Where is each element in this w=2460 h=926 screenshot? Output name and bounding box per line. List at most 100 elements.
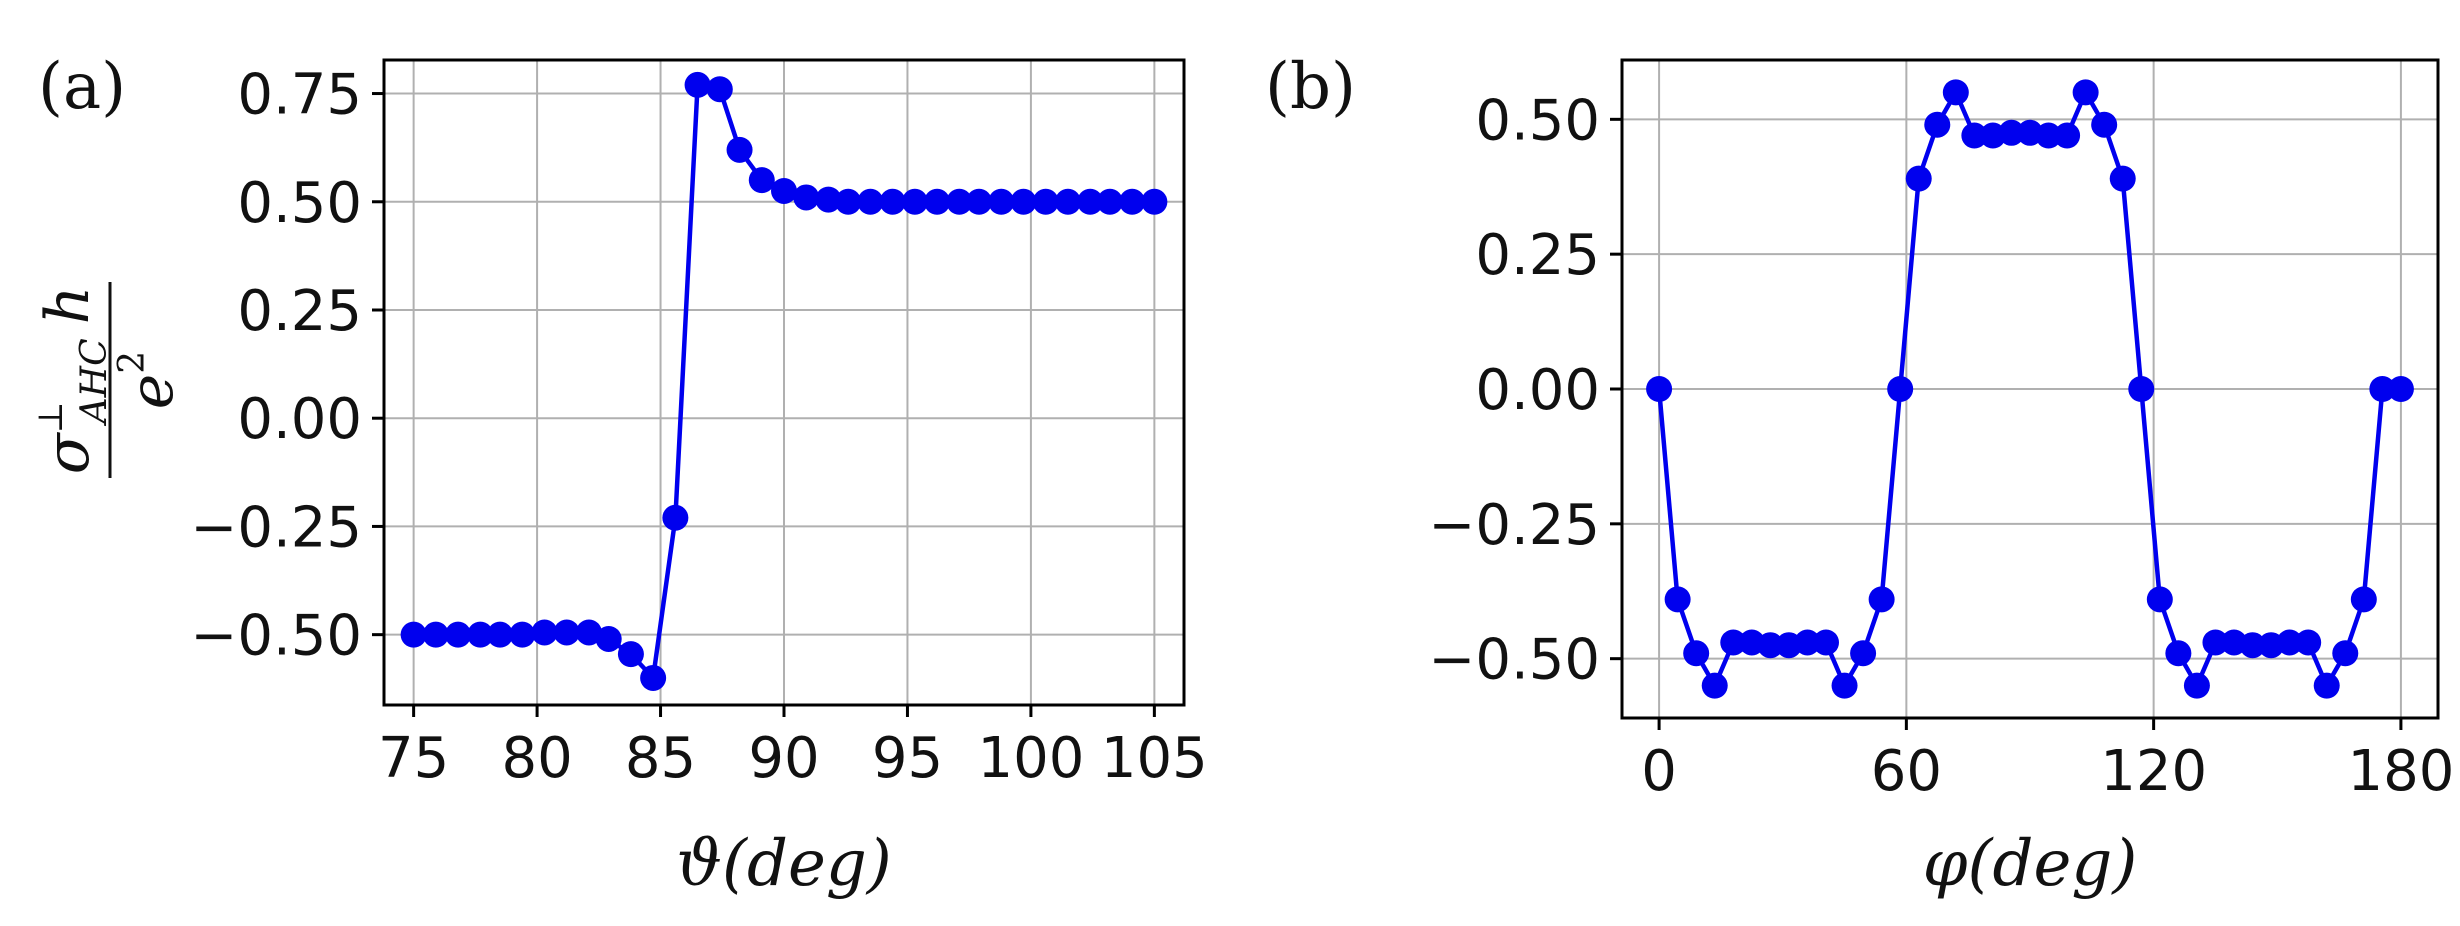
panel-a-xtick-label-4: 95 xyxy=(872,726,943,791)
panel-a-data-point-15 xyxy=(726,136,753,163)
panel-a-data-point-32 xyxy=(1096,188,1123,215)
panel-a-ticks: 75 80 85 90 95 100 105 −0.50 −0.25 0.00 0.25 0.50 0.… xyxy=(190,63,1207,791)
panel-b-data-point-0 xyxy=(1646,376,1673,402)
panel-a-data-point-21 xyxy=(857,188,884,215)
svg-text:e2: e2 xyxy=(112,351,187,409)
panel-a-xtick-label-3: 90 xyxy=(748,726,819,791)
panel-b-data-point-27 xyxy=(2146,586,2173,613)
panel-b-data-point-38 xyxy=(2350,586,2377,613)
panel-a-data-point-25 xyxy=(946,188,973,215)
panel-b-grid xyxy=(1622,60,2438,718)
panel-b-data-point-37 xyxy=(2332,640,2359,667)
panel-a-xtick-label-0: 75 xyxy=(378,726,449,791)
panel-a-data-point-3 xyxy=(467,621,494,648)
panel-a-data-point-6 xyxy=(531,619,558,646)
panel-a-data-point-29 xyxy=(1032,188,1059,215)
panel-a-data-point-1 xyxy=(422,621,449,648)
panel-b-data-point-13 xyxy=(1887,376,1914,402)
panel-a-data-point-13 xyxy=(684,71,711,98)
panel-b-xtick-label-0: 0 xyxy=(1641,739,1677,804)
panel-a-ytick-label-3: 0.25 xyxy=(237,279,362,344)
panel-b-xtick-label-1: 60 xyxy=(1871,739,1942,804)
panel-a-data-point-5 xyxy=(509,621,536,648)
panel-b-data-point-35 xyxy=(2295,629,2322,656)
panel-a-data-point-28 xyxy=(1010,188,1037,215)
panel-b-data-point-9 xyxy=(1813,629,1839,656)
panel-b-data-point-17 xyxy=(1961,122,1988,149)
ylabel-perp: ⊥ xyxy=(31,401,71,433)
y-axis-label: σ⊥AHC h e2 xyxy=(31,282,187,478)
panel-b-data-point-14 xyxy=(1905,165,1932,192)
panel-b-xtick-label-3: 180 xyxy=(2347,739,2454,804)
panel-b-data-point-3 xyxy=(1701,672,1728,699)
panel-b-data-point-2 xyxy=(1683,640,1710,667)
panel-a-data-point-18 xyxy=(793,184,820,211)
panel-b-data-point-28 xyxy=(2165,640,2192,667)
panel-a-data-point-17 xyxy=(771,177,797,204)
panel-b-data-point-6 xyxy=(1757,632,1784,659)
panel-b-data-point-34 xyxy=(2276,629,2303,656)
panel-a-ytick-label-5: 0.75 xyxy=(237,63,362,128)
panel-a-data-point-11 xyxy=(640,664,667,691)
panel-a-data-point-27 xyxy=(988,188,1015,215)
panel-b-data-point-15 xyxy=(1924,111,1951,138)
panel-b-data-point-36 xyxy=(2313,672,2340,699)
panel-a-data-point-22 xyxy=(879,188,906,215)
panel-b-data-point-10 xyxy=(1831,672,1858,699)
panel-a: (a) 75 80 85 90 95 100 105 −0.50 −0.25 0.00 0.25 0.… xyxy=(31,50,1208,901)
ylabel-e-power: 2 xyxy=(112,351,153,374)
panel-b-xlabel: φ(deg) xyxy=(1923,827,2138,901)
panel-a-data-point-34 xyxy=(1141,188,1168,215)
ylabel-h: h xyxy=(33,286,103,325)
panel-a-data-point-23 xyxy=(901,188,928,215)
panel-a-data-point-9 xyxy=(595,625,622,652)
panel-b-ticks: 0 60 120 180 −0.50 −0.25 0.00 0.25 0.50 xyxy=(1428,88,2454,804)
panel-a-data-point-30 xyxy=(1054,188,1081,215)
panel-a-data-point-26 xyxy=(966,188,993,215)
panel-a-data-point-33 xyxy=(1119,188,1146,215)
panel-b-data-point-29 xyxy=(2183,672,2210,699)
panel-a-series xyxy=(400,71,1168,691)
panel-a-data-point-4 xyxy=(487,621,514,648)
panel-a-data-point-31 xyxy=(1077,188,1104,215)
panel-b-ytick-label-3: 0.25 xyxy=(1475,223,1600,288)
panel-a-data-point-24 xyxy=(924,188,951,215)
panel-b-data-point-40 xyxy=(2387,376,2414,402)
panel-b-data-point-30 xyxy=(2202,629,2229,656)
panel-b-data-point-32 xyxy=(2239,632,2266,659)
panel-b-series xyxy=(1646,79,2414,699)
ylabel-e: e xyxy=(117,374,187,410)
panel-b-data-point-23 xyxy=(2072,79,2099,106)
panel-a-xtick-label-6: 105 xyxy=(1101,726,1208,791)
panel-b-ytick-label-2: 0.00 xyxy=(1475,358,1600,423)
panel-b-ytick-label-4: 0.50 xyxy=(1475,88,1600,153)
panel-b-data-point-39 xyxy=(2369,376,2396,402)
panel-b-data-point-22 xyxy=(2054,122,2081,149)
panel-b-xtick-label-2: 120 xyxy=(2100,739,2207,804)
panel-b-label: (b) xyxy=(1265,50,1356,124)
panel-b-data-point-25 xyxy=(2109,165,2136,192)
ylabel-sigma: σ xyxy=(33,431,103,474)
panel-a-data-point-12 xyxy=(662,504,689,531)
panel-b-data-point-11 xyxy=(1850,640,1877,667)
panel-a-xlabel: ϑ(deg) xyxy=(676,827,892,901)
panel-a-label: (a) xyxy=(38,50,126,124)
panel-b: (b) 0 60 120 180 −0.50 −0.25 0.00 0.25 0.50 φ(de… xyxy=(1265,50,2454,901)
panel-a-ytick-label-2: 0.00 xyxy=(237,387,362,452)
panel-b-data-point-4 xyxy=(1720,629,1747,656)
panel-b-data-point-16 xyxy=(1942,79,1969,106)
panel-a-data-point-14 xyxy=(706,76,733,103)
panel-a-data-point-10 xyxy=(617,641,644,668)
panel-b-ytick-label-1: −0.25 xyxy=(1428,493,1600,558)
panel-a-ytick-label-0: −0.50 xyxy=(190,604,362,669)
panel-b-data-point-8 xyxy=(1794,629,1821,656)
panel-b-data-point-26 xyxy=(2128,376,2155,402)
panel-a-xtick-label-1: 80 xyxy=(501,726,572,791)
panel-a-data-point-19 xyxy=(815,186,842,213)
panel-a-data-point-20 xyxy=(835,188,862,215)
panel-a-ytick-label-4: 0.50 xyxy=(237,171,362,236)
ylabel-ahc: AHC xyxy=(74,338,115,426)
panel-a-data-point-0 xyxy=(400,621,427,648)
panel-a-data-point-16 xyxy=(748,167,775,194)
